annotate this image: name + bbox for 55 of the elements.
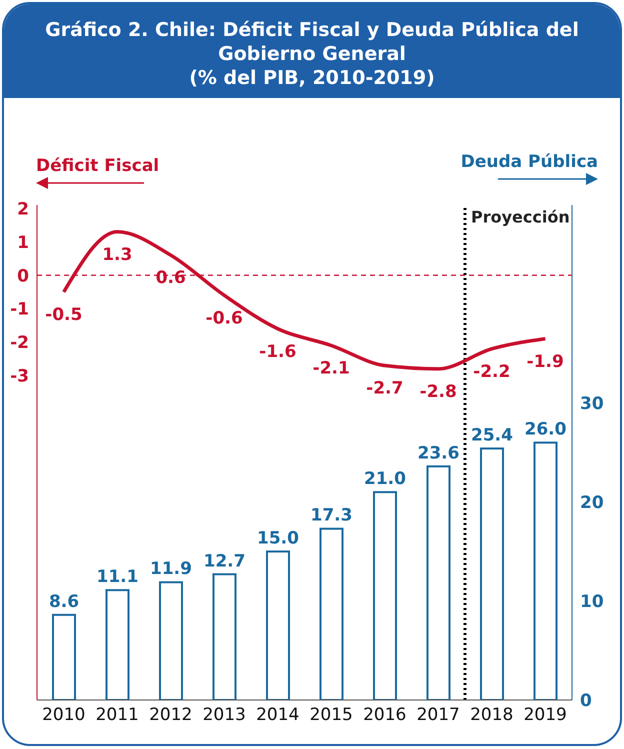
chart-title: Gráfico 2. Chile: Déficit Fiscal y Deuda Pública del Gobierno General [44,18,580,66]
bar [212,573,236,700]
x-tick-label: 2014 [256,705,300,726]
x-tick-label: 2017 [416,705,460,726]
data-label: 11.9 [150,559,192,580]
data-label: 12.7 [204,551,246,572]
y2-axis-title: Deuda Pública [460,152,598,172]
chart-subtitle: (% del PIB, 2010-2019) [188,66,436,90]
bar [373,491,397,700]
bar [534,442,558,700]
bar [426,465,450,700]
data-label: 15.0 [257,528,300,548]
data-label: 0.6 [156,268,186,288]
data-label: 1.3 [102,244,132,265]
data-label: 23.6 [418,443,460,464]
y2-tick-label: 30 [580,394,604,414]
data-label: -2.2 [473,362,510,382]
bar [480,448,504,700]
y-tick-label: 2 [17,199,29,220]
data-label: 26.0 [524,420,567,440]
bar [320,528,344,700]
data-label: 25.4 [471,426,514,446]
y2-tick-label: 10 [580,592,604,612]
data-label: -1.9 [526,352,564,372]
bar [106,589,130,700]
data-label: -0.5 [45,305,82,326]
x-tick-label: 2013 [202,705,246,726]
ref-line-label: Proyección [471,207,570,226]
data-label: -0.6 [206,308,243,328]
bar [159,581,183,700]
data-label: 17.3 [310,506,352,526]
data-label: 8.6 [48,592,80,612]
bar [266,550,290,700]
data-label: -2.7 [366,378,404,399]
x-tick-label: 2018 [470,705,514,726]
x-tick-label: 2016 [363,705,406,726]
bar [52,614,76,700]
data-label: 11.1 [96,567,138,588]
y2-tick-label: 20 [580,493,604,514]
x-tick-label: 2010 [42,705,86,726]
y-tick-label: -3 [10,366,29,387]
x-tick-label: 2015 [310,705,353,726]
data-label: 21.0 [364,469,406,490]
y-tick-label: -1 [10,300,29,320]
x-tick-label: 2019 [524,705,567,726]
x-tick-label: 2012 [149,705,192,726]
y2-tick-label: 0 [580,691,592,712]
y-tick-label: 1 [17,232,29,253]
data-label: -1.6 [259,342,296,362]
data-label: -2.8 [420,382,457,402]
y-axis-title: Déficit Fiscal [36,156,160,176]
data-label: -2.1 [312,358,350,379]
x-tick-label: 2011 [96,705,139,726]
y-tick-label: -2 [10,333,29,354]
y-tick-label: 0 [17,266,30,286]
